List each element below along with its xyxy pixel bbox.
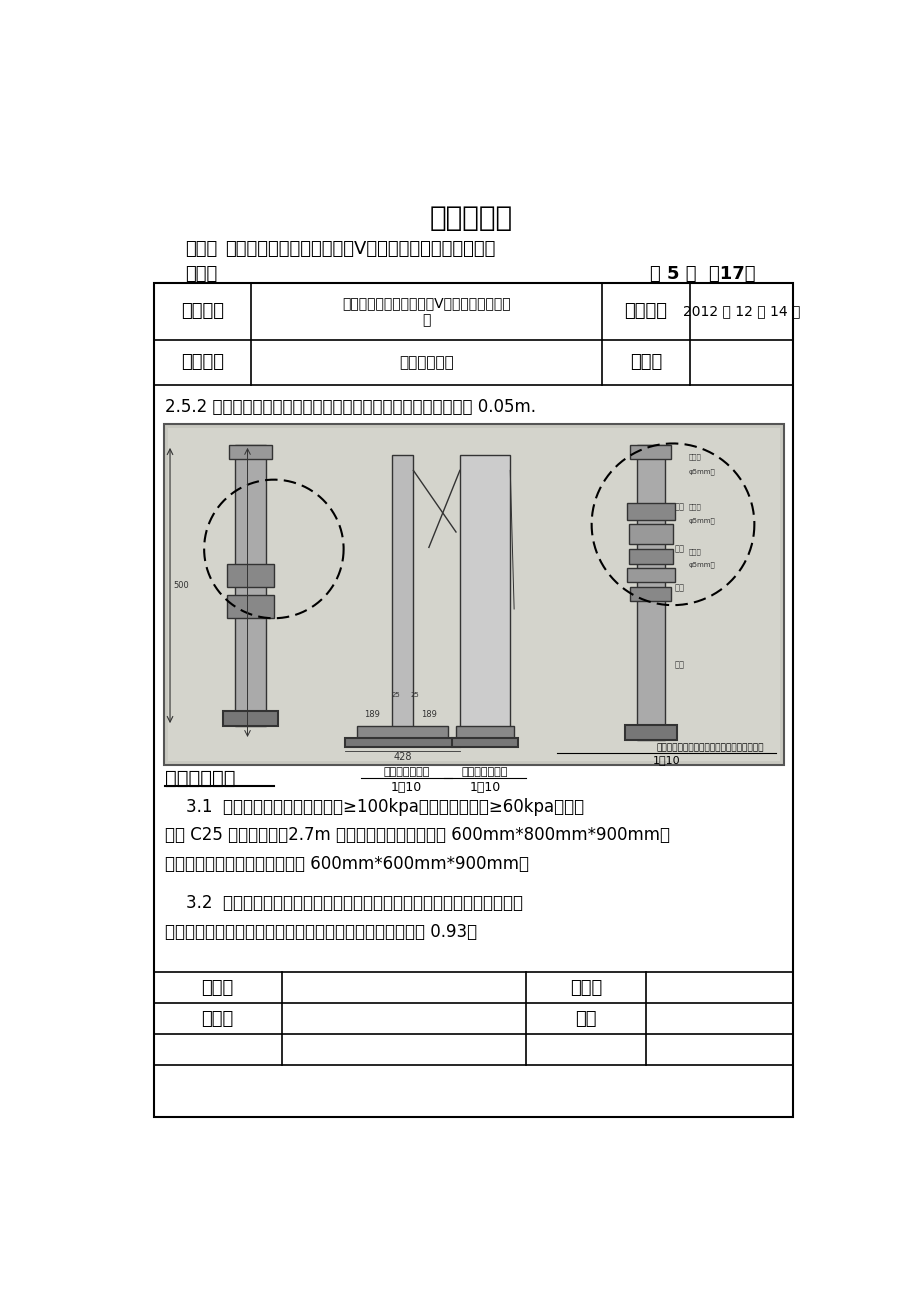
Bar xyxy=(153,284,792,1117)
Bar xyxy=(451,738,517,747)
Text: 立柱支架侧视图: 立柱支架侧视图 xyxy=(461,767,507,777)
Text: 交底项目: 交底项目 xyxy=(180,353,223,371)
Text: 路基防护栅栏: 路基防护栅栏 xyxy=(398,354,453,370)
Text: 程: 程 xyxy=(422,314,430,328)
Text: φ5mm钢: φ5mm钢 xyxy=(687,517,714,523)
Text: 1：10: 1：10 xyxy=(391,781,422,794)
Text: 2012 年 12 月 14 日: 2012 年 12 月 14 日 xyxy=(682,305,800,319)
Text: 工程名称: 工程名称 xyxy=(180,302,223,320)
Bar xyxy=(167,428,779,760)
Text: 京福铁路客运专线闽赣段V标桥梁分部桥梁工: 京福铁路客运专线闽赣段V标桥梁分部桥梁工 xyxy=(342,297,510,311)
Text: 新建铁路防护栏杆安装刺丝滚笼台阶处侧面图: 新建铁路防护栏杆安装刺丝滚笼台阶处侧面图 xyxy=(656,743,763,753)
Bar xyxy=(629,525,673,543)
Bar xyxy=(223,711,278,727)
Text: 系列名: 系列名 xyxy=(687,548,700,555)
Text: 三、立柱基础: 三、立柱基础 xyxy=(165,769,235,788)
Text: φ5mm钢: φ5mm钢 xyxy=(687,561,714,568)
Text: 428: 428 xyxy=(392,751,412,762)
Text: 第 5 页  共17页: 第 5 页 共17页 xyxy=(649,266,754,283)
Text: 接收人: 接收人 xyxy=(201,1009,233,1027)
Text: 系列名: 系列名 xyxy=(687,453,700,460)
Bar xyxy=(630,587,671,602)
Text: 技术交底书: 技术交底书 xyxy=(429,204,513,232)
Text: 编号：: 编号： xyxy=(185,266,217,283)
Text: 立柱支架正视图: 立柱支架正视图 xyxy=(383,767,429,777)
Bar xyxy=(627,503,674,519)
Text: 立柱: 立柱 xyxy=(674,583,684,592)
Text: 上端: 上端 xyxy=(674,503,684,512)
Text: 25: 25 xyxy=(410,693,419,698)
Bar xyxy=(636,445,664,740)
Bar xyxy=(227,564,274,587)
Text: 中铁一局京福铁路客专闽赣V标项目经理部桥梁公司分部: 中铁一局京福铁路客专闽赣V标项目经理部桥梁公司分部 xyxy=(225,240,495,258)
Text: 189: 189 xyxy=(364,710,380,719)
Text: 2.5.2 刺丝滚笼的下缘距离钢筋混凝土防护栅栏上缘的垂直距离为 0.05m.: 2.5.2 刺丝滚笼的下缘距离钢筋混凝土防护栅栏上缘的垂直距离为 0.05m. xyxy=(165,398,536,417)
Text: φ5mm钢: φ5mm钢 xyxy=(687,469,714,475)
Text: 系列名: 系列名 xyxy=(687,504,700,510)
Text: 斜坡地段防护栅栏基础尺寸采用 600mm*600mm*900mm。: 斜坡地段防护栅栏基础尺寸采用 600mm*600mm*900mm。 xyxy=(165,855,528,872)
Text: 单位：: 单位： xyxy=(185,240,217,258)
Text: 交底日期: 交底日期 xyxy=(624,302,666,320)
Bar xyxy=(627,568,674,582)
Text: 25: 25 xyxy=(391,693,400,698)
Text: 交底号: 交底号 xyxy=(630,353,662,371)
Bar xyxy=(357,727,448,738)
Bar xyxy=(456,727,514,738)
Bar xyxy=(235,445,266,727)
Text: 1：10: 1：10 xyxy=(652,755,679,764)
Text: 189: 189 xyxy=(421,710,437,719)
Text: 立柱: 立柱 xyxy=(674,660,684,669)
Bar xyxy=(391,454,413,745)
Text: 复核人: 复核人 xyxy=(569,979,601,997)
Bar xyxy=(227,595,274,618)
Bar xyxy=(624,724,676,740)
Text: 1：10: 1：10 xyxy=(469,781,500,794)
Bar xyxy=(629,549,673,564)
Bar xyxy=(460,454,510,745)
Text: 上板: 上板 xyxy=(674,544,684,553)
Text: 3.2  基坑应尽量垂直开挖，基坑尺寸应符合设计要求，不得扰动基坑侧的: 3.2 基坑应尽量垂直开挖，基坑尺寸应符合设计要求，不得扰动基坑侧的 xyxy=(165,894,523,913)
Text: 3.1  一般土质地段，地基承载力≥100kpa，抵抗侧向应力≥60kpa，基础: 3.1 一般土质地段，地基承载力≥100kpa，抵抗侧向应力≥60kpa，基础 xyxy=(165,798,584,816)
Text: 原状土体。对扰动土体应挖除回填，回填土压实系数不小于 0.93。: 原状土体。对扰动土体应挖除回填，回填土压实系数不小于 0.93。 xyxy=(165,923,477,941)
Bar xyxy=(164,424,783,764)
Bar xyxy=(630,445,671,458)
Bar xyxy=(229,445,272,458)
Bar xyxy=(345,738,460,747)
Text: 采用 C25 混凝土浇筑。2.7m 高防护栅栏基础尺寸采用 600mm*800mm*900mm，: 采用 C25 混凝土浇筑。2.7m 高防护栅栏基础尺寸采用 600mm*800m… xyxy=(165,827,670,845)
Text: 交底人: 交底人 xyxy=(201,979,233,997)
Text: 500: 500 xyxy=(173,581,188,590)
Text: 日期: 日期 xyxy=(574,1009,596,1027)
